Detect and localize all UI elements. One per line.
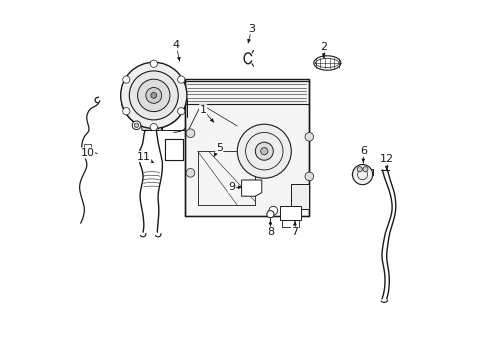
Text: 12: 12 — [379, 154, 393, 164]
Text: 6: 6 — [359, 146, 366, 156]
Circle shape — [356, 167, 362, 172]
Text: 10: 10 — [81, 148, 95, 158]
Text: 3: 3 — [248, 24, 255, 34]
Circle shape — [122, 108, 130, 115]
Circle shape — [268, 206, 277, 215]
Polygon shape — [164, 139, 183, 160]
Text: 7: 7 — [291, 227, 298, 237]
Circle shape — [151, 93, 156, 98]
Circle shape — [255, 142, 273, 160]
Polygon shape — [84, 144, 91, 148]
Text: 8: 8 — [266, 227, 273, 237]
Circle shape — [177, 76, 184, 83]
Circle shape — [129, 71, 178, 120]
Circle shape — [266, 211, 273, 218]
Circle shape — [137, 79, 170, 112]
Text: 11: 11 — [137, 152, 150, 162]
Polygon shape — [279, 206, 301, 220]
Circle shape — [186, 168, 194, 177]
Circle shape — [150, 60, 157, 67]
Polygon shape — [241, 180, 261, 196]
Circle shape — [352, 165, 372, 185]
Circle shape — [145, 87, 162, 103]
Circle shape — [260, 148, 267, 155]
Circle shape — [121, 62, 186, 129]
Circle shape — [150, 123, 157, 131]
Text: 1: 1 — [199, 105, 206, 115]
Circle shape — [305, 172, 313, 181]
Polygon shape — [291, 184, 309, 209]
Text: 5: 5 — [215, 143, 223, 153]
Polygon shape — [185, 79, 309, 216]
Text: 9: 9 — [228, 182, 235, 192]
Text: 4: 4 — [172, 40, 179, 50]
Circle shape — [122, 76, 130, 83]
Circle shape — [132, 121, 141, 130]
Circle shape — [362, 167, 367, 172]
Circle shape — [237, 124, 291, 178]
Text: 2: 2 — [320, 42, 326, 52]
Circle shape — [305, 132, 313, 141]
Circle shape — [186, 129, 194, 138]
Polygon shape — [139, 88, 168, 103]
Circle shape — [177, 108, 184, 115]
Circle shape — [134, 123, 139, 127]
Polygon shape — [142, 118, 162, 130]
